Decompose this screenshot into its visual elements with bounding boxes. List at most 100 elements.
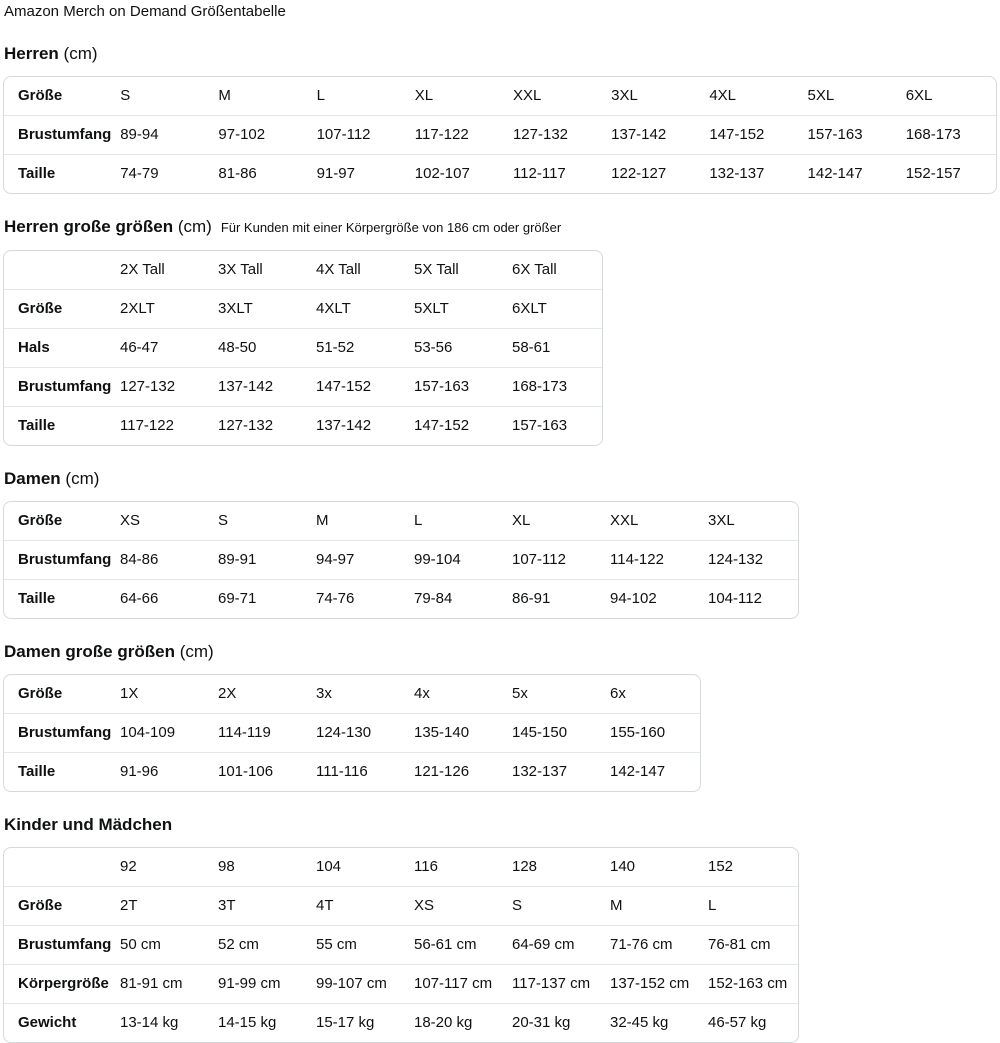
row-label: Brustumfang — [4, 367, 112, 406]
cell: 86-91 — [504, 579, 602, 618]
row-label: Körpergröße — [4, 964, 112, 1003]
column-header: 4XL — [709, 87, 737, 104]
cell: 89-94 — [112, 115, 211, 154]
cell: 5XLT — [406, 289, 504, 328]
cell: 46-57 kg — [700, 1003, 798, 1042]
cell: 124-132 — [700, 540, 798, 579]
column-header: 5x — [512, 685, 528, 702]
table-row: Brustumfang 127-132 137-142 147-152 157-… — [4, 367, 602, 406]
cell: 4T — [308, 886, 406, 925]
column-header: 6x — [610, 685, 626, 702]
column-header: 3X Tall — [218, 261, 263, 278]
cell: 155-160 — [602, 713, 700, 752]
cell: 56-61 cm — [406, 925, 504, 964]
cell: 102-107 — [406, 154, 505, 193]
column-header: 5XL — [807, 87, 835, 104]
cell: 84-86 — [112, 540, 210, 579]
cell: 121-126 — [406, 752, 504, 791]
column-header: XL — [512, 512, 531, 529]
cell: 71-76 cm — [602, 925, 700, 964]
column-header: 5X Tall — [414, 261, 459, 278]
cell: 124-130 — [308, 713, 406, 752]
column-header: 3XL — [611, 87, 638, 104]
column-header: 3x — [316, 685, 332, 702]
table-header-row: Größe S M L XL XXL 3XL 4XL 5XL 6XL — [4, 77, 996, 115]
table-row: Brustumfang 89-94 97-102 107-112 117-122… — [4, 115, 996, 154]
section-heading-herren: Herren (cm) — [4, 43, 997, 64]
column-header: L — [414, 512, 423, 529]
table-row: Taille 91-96 101-106 111-116 121-126 132… — [4, 752, 700, 791]
cell: 117-122 — [406, 115, 505, 154]
cell: 107-117 cm — [406, 964, 504, 1003]
cell: 64-66 — [112, 579, 210, 618]
table-row: Taille 117-122 127-132 137-142 147-152 1… — [4, 406, 602, 445]
row-label: Größe — [4, 886, 112, 925]
row-label: Taille — [4, 406, 112, 445]
cell: 137-142 — [308, 406, 406, 445]
cell: 46-47 — [112, 328, 210, 367]
row-label: Gewicht — [4, 1003, 112, 1042]
page-title: Amazon Merch on Demand Größentabelle — [4, 3, 286, 20]
column-header: 92 — [120, 858, 137, 875]
column-header: XL — [414, 87, 434, 104]
column-header: 4X Tall — [316, 261, 361, 278]
column-header: 4x — [414, 685, 430, 702]
cell: 157-163 — [406, 367, 504, 406]
damen-size-table: Größe XS S M L XL XXL 3XL Brustumfang 84… — [3, 501, 799, 619]
cell: 18-20 kg — [406, 1003, 504, 1042]
cell: XS — [406, 886, 504, 925]
cell: 91-97 — [308, 154, 407, 193]
column-header: L — [316, 87, 325, 104]
cell: 152-163 cm — [700, 964, 798, 1003]
cell: 132-137 — [504, 752, 602, 791]
cell: 13-14 kg — [112, 1003, 210, 1042]
column-header: S — [218, 512, 229, 529]
cell: 147-152 — [701, 115, 800, 154]
cell: 14-15 kg — [210, 1003, 308, 1042]
cell: 53-56 — [406, 328, 504, 367]
cell: 168-173 — [504, 367, 602, 406]
cell: 91-96 — [112, 752, 210, 791]
cell: 99-107 cm — [308, 964, 406, 1003]
cell: 55 cm — [308, 925, 406, 964]
row-label: Taille — [4, 154, 113, 193]
cell: 32-45 kg — [602, 1003, 700, 1042]
section-heading-unit: (cm) — [63, 44, 98, 63]
cell: 127-132 — [504, 115, 604, 154]
row-label: Brustumfang — [4, 925, 112, 964]
cell: 50 cm — [112, 925, 210, 964]
cell: 91-99 cm — [210, 964, 308, 1003]
section-heading-damen: Damen (cm) — [4, 468, 997, 489]
column-header: S — [120, 87, 131, 104]
cell: 137-152 cm — [602, 964, 700, 1003]
table-row: Taille 74-79 81-86 91-97 102-107 112-117… — [4, 154, 996, 193]
section-heading-text: Damen große größen — [4, 642, 175, 661]
cell: 3T — [210, 886, 308, 925]
cell: 142-147 — [602, 752, 700, 791]
section-heading-text: Kinder und Mädchen — [4, 815, 173, 834]
cell: 89-91 — [210, 540, 308, 579]
column-header: 2X Tall — [120, 261, 165, 278]
corner-header — [4, 251, 112, 289]
cell: 145-150 — [504, 713, 602, 752]
row-label: Größe — [4, 289, 112, 328]
corner-header: Größe — [18, 87, 63, 104]
cell: 69-71 — [210, 579, 308, 618]
cell: 48-50 — [210, 328, 308, 367]
cell: 114-122 — [602, 540, 700, 579]
section-heading-text: Herren große größen — [4, 217, 174, 236]
cell: S — [504, 886, 602, 925]
cell: 168-173 — [897, 115, 996, 154]
cell: 3XLT — [210, 289, 308, 328]
section-heading-damen-plus: Damen große größen (cm) — [4, 641, 997, 662]
table-header-row: Größe XS S M L XL XXL 3XL — [4, 502, 798, 540]
section-heading-unit: (cm) — [65, 469, 100, 488]
table-header-row: 2X Tall 3X Tall 4X Tall 5X Tall 6X Tall — [4, 251, 602, 289]
cell: 117-122 — [112, 406, 210, 445]
cell: 51-52 — [308, 328, 406, 367]
column-header: 2X — [218, 685, 237, 702]
cell: 99-104 — [406, 540, 504, 579]
cell: 157-163 — [504, 406, 602, 445]
cell: 107-112 — [504, 540, 602, 579]
table-header-row: Größe 1X 2X 3x 4x 5x 6x — [4, 675, 700, 713]
